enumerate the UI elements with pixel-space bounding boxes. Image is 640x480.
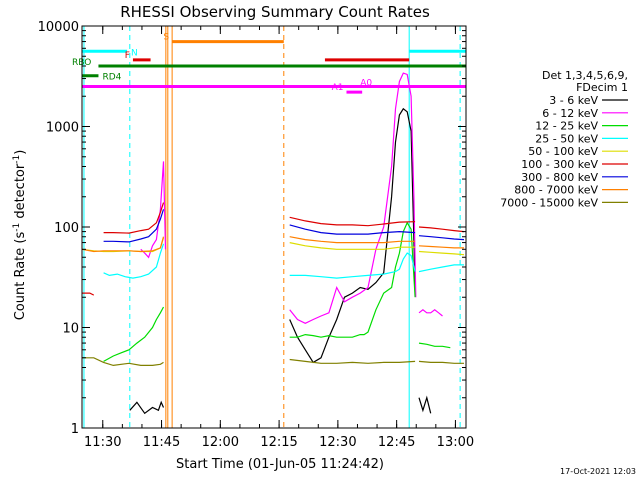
legend-item-label: 25 - 50 keV <box>535 132 598 145</box>
legend-item-label: 12 - 25 keV <box>535 120 598 133</box>
series-line-100-300-kev <box>82 292 95 296</box>
series-line-800-7000-kev <box>81 236 165 253</box>
series-line-3-6-kev <box>289 107 416 364</box>
legend-item-label: 50 - 100 keV <box>528 145 598 158</box>
flag-label-f: F <box>125 51 130 61</box>
legend-header: FDecim 1 <box>576 81 628 94</box>
series-line-7000-15000-kev <box>418 360 464 364</box>
legend-item-label: 6 - 12 keV <box>542 107 598 120</box>
flag-label-s: S <box>163 33 169 43</box>
series-line-800-7000-kev <box>418 245 464 249</box>
flag-label-rd4: RD4 <box>102 73 121 83</box>
x-tick-label: 11:45 <box>143 435 180 450</box>
series-line-100-300-kev <box>289 216 416 227</box>
series-line-3-6-kev <box>129 400 165 415</box>
x-tick-label: 12:45 <box>378 435 415 450</box>
series-line-25-50-kev <box>103 243 165 279</box>
series-line-7000-15000-kev <box>82 357 164 367</box>
series-layer <box>81 72 465 415</box>
series-line-12-25-kev <box>418 342 451 349</box>
legend-item-label: 100 - 300 keV <box>521 158 598 171</box>
legend-item-label: 3 - 6 keV <box>549 94 598 107</box>
x-tick-label: 13:00 <box>437 435 474 450</box>
series-line-6-12-kev <box>140 161 167 259</box>
x-tick-label: 12:00 <box>202 435 239 450</box>
y-axis-label: Count Rate (s-1 detector-1) <box>12 150 28 321</box>
series-line-300-800-kev <box>418 235 465 241</box>
footer-timestamp: 17-Oct-2021 12:03 <box>560 467 636 476</box>
x-tick-label: 12:30 <box>319 435 356 450</box>
x-tick-label: 11:30 <box>84 435 121 450</box>
y-tick-label: 10000 <box>38 20 79 35</box>
chart-title: RHESSI Observing Summary Count Rates <box>120 3 430 21</box>
y-tick-label: 1 <box>71 422 79 437</box>
x-axis-label: Start Time (01-Jun-05 11:24:42) <box>176 457 384 472</box>
series-line-3-6-kev <box>418 395 432 414</box>
legend-item-label: 300 - 800 keV <box>521 171 598 184</box>
series-line-800-7000-kev <box>289 236 416 244</box>
y-tick-label: 100 <box>54 221 79 236</box>
legend-item-label: 800 - 7000 keV <box>514 184 598 197</box>
series-line-100-300-kev <box>103 202 165 234</box>
series-line-50-100-kev <box>289 242 416 250</box>
series-line-25-50-kev <box>418 264 464 273</box>
series-line-6-12-kev <box>418 309 443 317</box>
axes-layer: 11:30 11:45 12:00 12:15 12:30 12:45 13:00 1 10 10… <box>38 20 475 450</box>
vertical-lines-layer <box>83 26 461 428</box>
y-tick-label: 10 <box>62 322 79 337</box>
y-tick-label: 1000 <box>46 121 79 136</box>
series-line-100-300-kev <box>418 226 465 233</box>
legend-header: Det 1,3,4,5,6,9, <box>542 69 628 82</box>
series-line-6-12-kev <box>289 72 417 324</box>
series-line-300-800-kev <box>103 209 165 243</box>
series-line-7000-15000-kev <box>289 358 416 364</box>
legend-item-label: 7000 - 15000 keV <box>500 196 598 209</box>
series-line-25-50-kev <box>289 252 416 279</box>
flag-label-n: N <box>131 48 138 58</box>
series-line-50-100-kev <box>418 250 465 256</box>
series-line-12-25-kev <box>289 221 416 338</box>
flag-label-a0: A0 <box>360 79 372 89</box>
series-line-300-800-kev <box>289 224 416 235</box>
series-line-12-25-kev <box>103 306 165 362</box>
x-tick-label: 12:15 <box>260 435 297 450</box>
flag-label-a1: A1 <box>332 83 344 93</box>
